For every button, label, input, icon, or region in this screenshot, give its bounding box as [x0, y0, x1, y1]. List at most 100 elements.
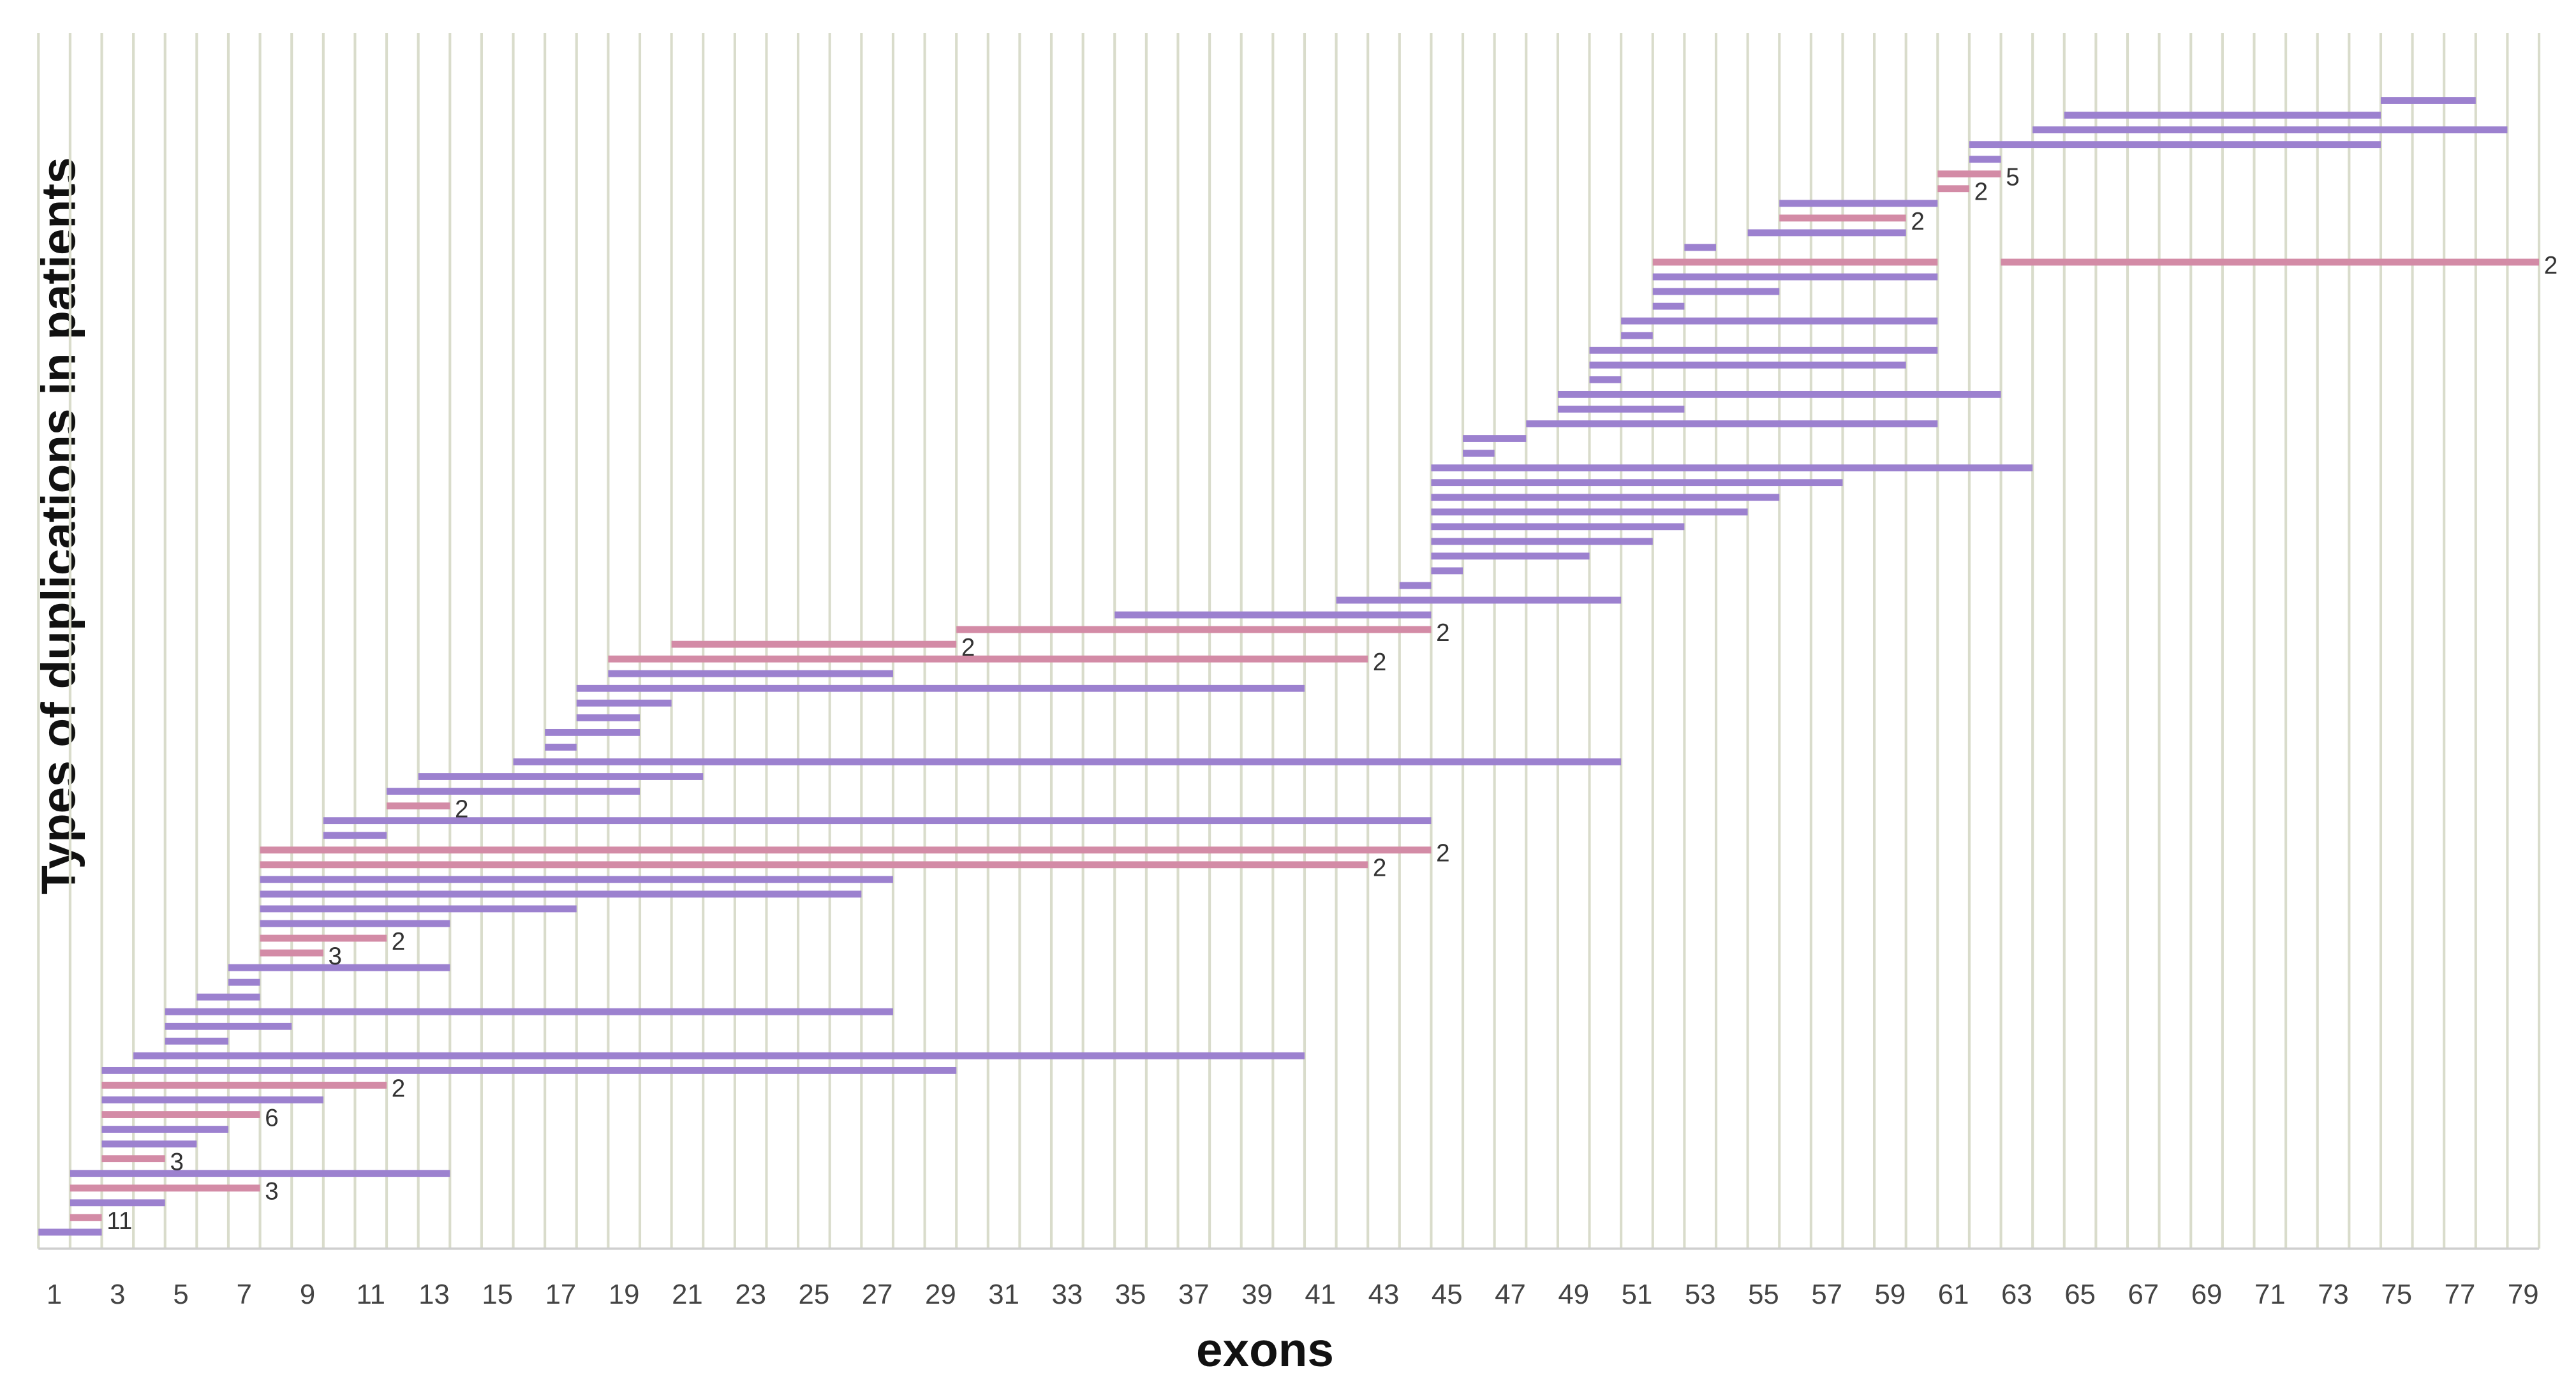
x-tick-label: 43 [1368, 1279, 1400, 1310]
range-bar [1969, 141, 2381, 149]
range-bar [1652, 288, 1780, 295]
range-bar [101, 1140, 197, 1148]
count-label: 5 [2006, 164, 2019, 191]
range-bar [1621, 332, 1653, 339]
range-bar [260, 905, 577, 913]
range-bar [576, 714, 640, 721]
x-tick-label: 53 [1685, 1279, 1716, 1310]
x-tick-label: 73 [2318, 1279, 2349, 1310]
x-tick-label: 3 [110, 1279, 125, 1310]
x-tick-label: 77 [2445, 1279, 2476, 1310]
count-label: 3 [265, 1178, 278, 1205]
range-bar [1652, 258, 1938, 266]
range-bar [260, 876, 893, 883]
range-bar [260, 861, 1368, 869]
range-bar [387, 802, 450, 810]
range-bar [671, 640, 957, 648]
range-bar [1779, 214, 1906, 222]
range-bar [1431, 464, 2033, 472]
range-bar [1431, 567, 1463, 575]
range-bar [1937, 170, 2001, 178]
x-tick-label: 63 [2001, 1279, 2032, 1310]
range-bar [418, 773, 704, 780]
x-tick-label: 67 [2128, 1279, 2159, 1310]
x-tick-label: 75 [2381, 1279, 2412, 1310]
x-tick-label: 31 [988, 1279, 1019, 1310]
x-tick-label: 23 [735, 1279, 766, 1310]
range-bar [2380, 97, 2476, 104]
range-bar [260, 890, 862, 898]
range-bar [1937, 185, 1969, 193]
range-bar [576, 684, 1305, 692]
x-tick-label: 35 [1115, 1279, 1146, 1310]
range-bar [101, 1155, 165, 1163]
range-bar [1114, 611, 1432, 619]
x-tick-label: 71 [2254, 1279, 2286, 1310]
range-bar [165, 1022, 292, 1030]
count-label: 2 [961, 634, 975, 661]
range-bar [1399, 582, 1432, 589]
x-tick-label: 27 [862, 1279, 893, 1310]
range-bar [545, 744, 577, 751]
range-bar [1431, 538, 1653, 545]
range-bar [70, 1199, 165, 1207]
range-bar [513, 758, 1622, 765]
range-bar [228, 964, 450, 971]
count-label: 2 [1436, 619, 1449, 647]
range-bar [387, 788, 640, 795]
count-label: 2 [1373, 649, 1386, 676]
range-bar [608, 670, 893, 677]
x-tick-label: 65 [2064, 1279, 2096, 1310]
count-label: 3 [329, 943, 342, 970]
range-bar [70, 1214, 102, 1221]
range-bar [1431, 494, 1780, 501]
range-bar [1589, 361, 1906, 369]
range-bar [101, 1111, 260, 1118]
range-bar [1747, 229, 1906, 237]
x-tick-label: 39 [1241, 1279, 1273, 1310]
x-tick-label: 5 [173, 1279, 188, 1310]
x-tick-label: 59 [1875, 1279, 1906, 1310]
range-bar [323, 832, 387, 839]
count-label: 3 [170, 1149, 183, 1176]
x-tick-label: 25 [799, 1279, 830, 1310]
x-tick-label: 13 [418, 1279, 450, 1310]
y-axis-title: Types of duplications in patients [32, 157, 85, 894]
count-label: 2 [392, 1075, 405, 1102]
range-bar [1589, 376, 1622, 383]
range-bar [2064, 112, 2381, 119]
range-bar [101, 1126, 228, 1133]
x-tick-label: 61 [1938, 1279, 1969, 1310]
range-bar [1621, 317, 1938, 325]
range-bar [1557, 390, 2001, 398]
range-bar [101, 1082, 387, 1089]
range-bar [956, 626, 1432, 633]
range-bar [2032, 126, 2508, 134]
range-bar [133, 1052, 1305, 1059]
range-bar [70, 1170, 450, 1177]
x-tick-label: 11 [357, 1279, 385, 1310]
range-bar [1557, 406, 1685, 413]
x-tick-label: 15 [482, 1279, 513, 1310]
range-bar [165, 1008, 893, 1015]
x-tick-label: 47 [1495, 1279, 1526, 1310]
x-tick-label: 19 [609, 1279, 640, 1310]
x-tick-label: 37 [1178, 1279, 1210, 1310]
x-tick-label: 79 [2508, 1279, 2539, 1310]
range-bar [1463, 450, 1495, 457]
x-tick-label: 7 [237, 1279, 252, 1310]
count-label: 2 [1436, 840, 1449, 867]
range-bar [545, 728, 640, 736]
count-label: 11 [107, 1207, 132, 1235]
range-bar [228, 978, 260, 986]
x-tick-label: 21 [672, 1279, 703, 1310]
range-bar [1652, 302, 1685, 310]
range-bar [260, 920, 450, 927]
x-tick-label: 69 [2191, 1279, 2223, 1310]
range-bar [1431, 552, 1590, 560]
range-bar [1969, 156, 2001, 163]
range-bar [1431, 479, 1843, 487]
range-bar [323, 817, 1432, 825]
